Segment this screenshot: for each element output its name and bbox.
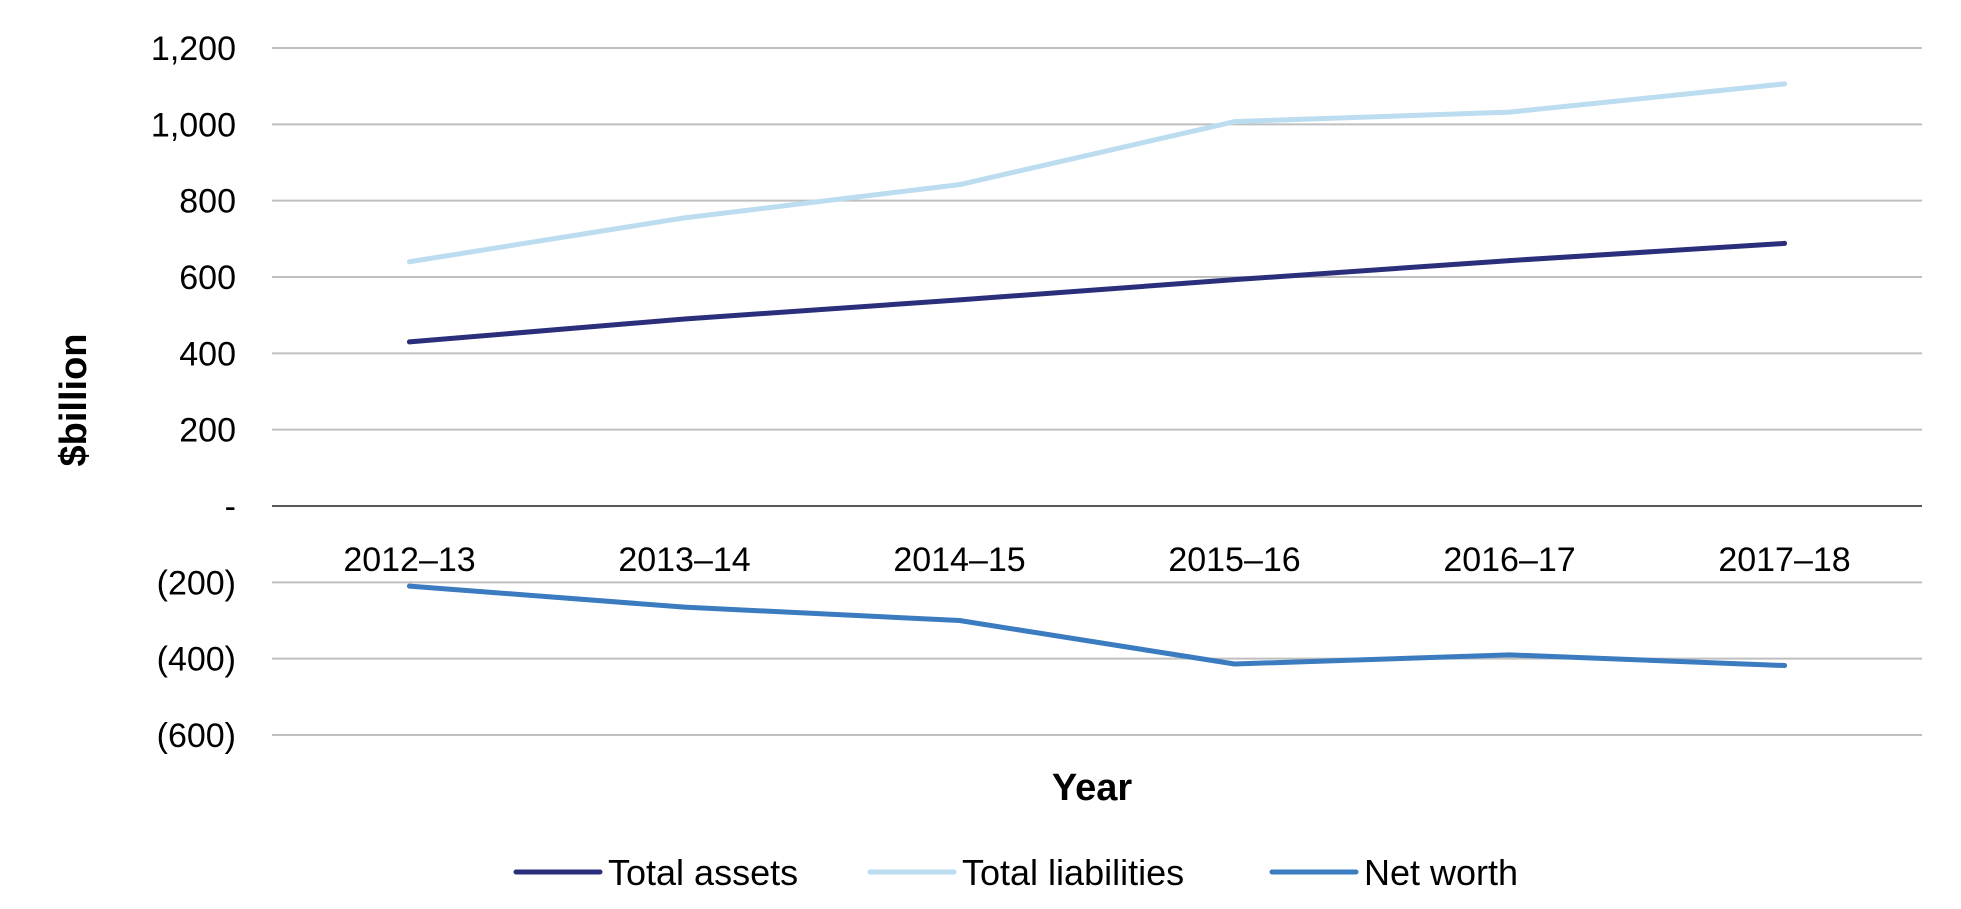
x-tick-label: 2014–15 — [893, 541, 1025, 579]
series-total-assets — [407, 240, 1787, 345]
y-tick-label: (600) — [157, 717, 236, 755]
series-net-worth — [407, 583, 1787, 669]
x-tick-label: 2015–16 — [1168, 541, 1300, 579]
data-point — [1232, 119, 1237, 125]
x-tick-label: 2017–18 — [1718, 541, 1850, 579]
y-tick-label: 1,000 — [151, 106, 236, 144]
series-lines — [407, 81, 1787, 669]
series-total-liabilities — [407, 81, 1787, 265]
y-axis-ticks: 1,200 1,000 800 600 400 200 - (200) (400) (600) — [151, 30, 236, 755]
y-tick-label: 800 — [179, 183, 236, 221]
data-point — [407, 583, 412, 589]
data-point — [1232, 277, 1237, 283]
data-point — [1507, 258, 1512, 264]
y-tick-label: (200) — [157, 564, 236, 602]
series-line — [407, 81, 1787, 265]
x-tick-label: 2012–13 — [343, 541, 475, 579]
y-tick-label: 400 — [179, 335, 236, 373]
x-tick-label: 2016–17 — [1443, 541, 1575, 579]
gridlines — [272, 47, 1922, 736]
data-point — [407, 259, 412, 265]
legend: Total assets Total liabilities Net worth — [513, 852, 1518, 893]
data-point — [957, 618, 962, 623]
x-axis-title: Year — [1052, 767, 1133, 809]
data-point — [682, 316, 687, 322]
data-point — [682, 604, 687, 610]
x-axis-ticks: 2012–13 2013–14 2014–15 2015–16 2016–17 2017–… — [343, 541, 1850, 579]
data-point — [1782, 81, 1787, 87]
data-point — [957, 182, 962, 188]
data-point — [682, 215, 687, 221]
x-tick-label: 2013–14 — [618, 541, 750, 579]
legend-label: Total assets — [608, 852, 798, 893]
data-point — [1507, 109, 1512, 115]
series-line — [407, 240, 1787, 345]
y-axis-title: $billion — [53, 334, 95, 467]
data-point — [1507, 652, 1512, 658]
series-line — [407, 583, 1787, 669]
y-tick-label: 600 — [179, 259, 236, 297]
y-tick-label: 1,200 — [151, 30, 236, 68]
y-tick-label: (400) — [157, 641, 236, 679]
legend-label: Net worth — [1364, 852, 1518, 893]
data-point — [407, 339, 412, 345]
data-point — [957, 297, 962, 303]
data-point — [1232, 661, 1237, 667]
legend-label: Total liabilities — [962, 852, 1184, 893]
data-point — [1782, 663, 1787, 669]
y-tick-label: - — [225, 488, 236, 526]
y-tick-label: 200 — [179, 412, 236, 450]
data-point — [1782, 240, 1787, 246]
